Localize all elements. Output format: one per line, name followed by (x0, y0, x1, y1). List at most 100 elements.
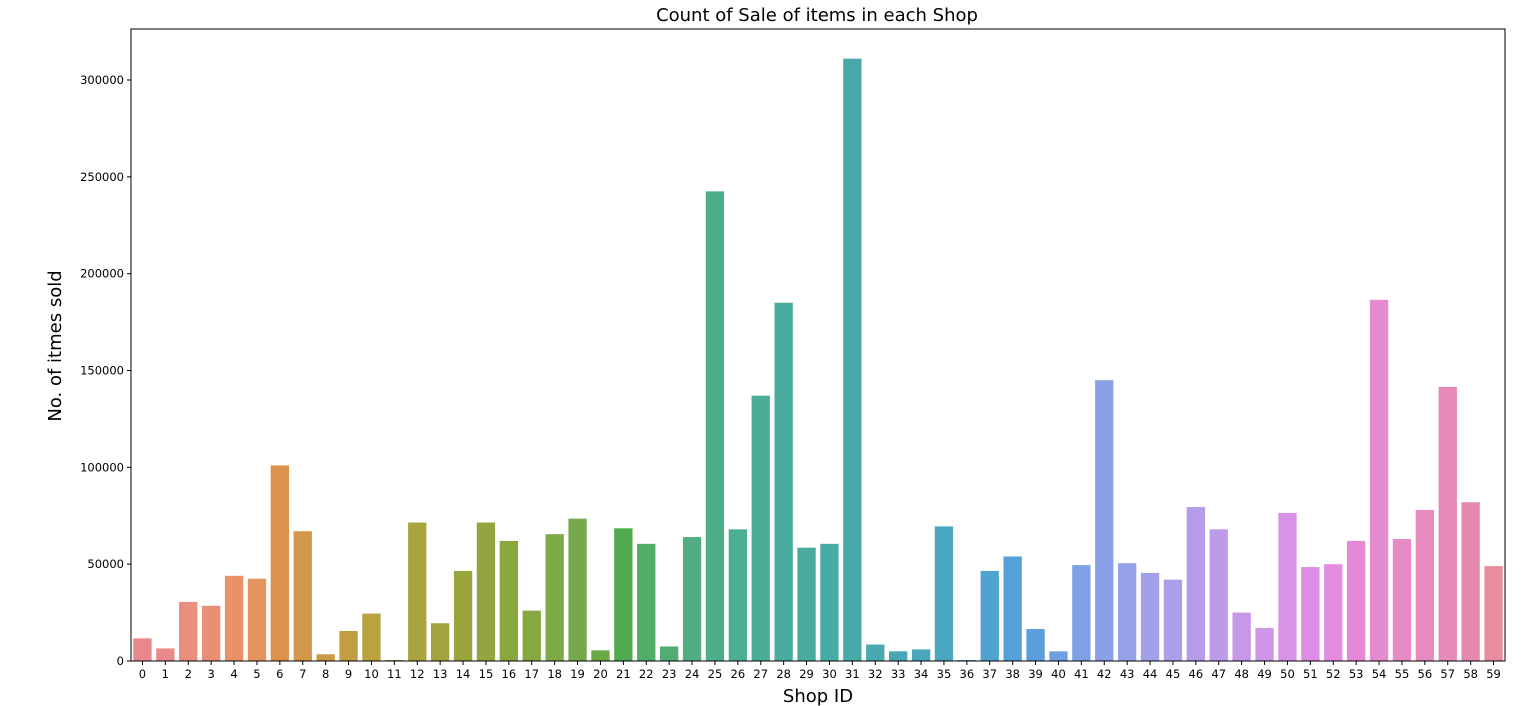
x-tick-label: 37 (982, 667, 997, 681)
x-tick-label: 54 (1372, 667, 1387, 681)
x-tick-label: 52 (1326, 667, 1341, 681)
x-tick-label: 26 (731, 667, 746, 681)
y-tick-label: 150000 (80, 364, 124, 378)
bar-shop-58 (1461, 502, 1480, 661)
x-tick-label: 38 (1005, 667, 1020, 681)
bar-shop-27 (751, 395, 770, 661)
x-tick-label: 45 (1166, 667, 1181, 681)
bar-shop-32 (866, 644, 885, 661)
y-tick-label: 100000 (80, 460, 124, 474)
x-tick-label: 39 (1028, 667, 1043, 681)
bar-shop-12 (408, 522, 427, 661)
x-tick-label: 11 (387, 667, 402, 681)
bar-shop-24 (682, 537, 702, 661)
x-axis-ticks: 0 1 2 3 4 5 6 7 8 9 10 11 12 13 14 15 16 17 18 19 20 21 22 23 24… (139, 661, 1501, 681)
x-tick-label: 35 (937, 667, 952, 681)
x-tick-label: 29 (799, 667, 814, 681)
x-tick-label: 3 (207, 667, 214, 681)
bar-shop-34 (911, 649, 931, 661)
bar-shop-6 (270, 465, 290, 661)
bar-shop-3 (201, 605, 221, 661)
bar-shop-56 (1415, 509, 1435, 661)
y-axis-label: No. of itmes sold (45, 270, 66, 421)
bar-shop-54 (1369, 299, 1389, 661)
x-tick-label: 1 (162, 667, 169, 681)
bar-shop-29 (797, 547, 816, 661)
bar-shop-57 (1438, 386, 1457, 661)
bar-shop-25 (705, 191, 725, 662)
bar-shop-48 (1232, 612, 1251, 661)
x-tick-label: 34 (914, 667, 929, 681)
x-tick-label: 10 (364, 667, 379, 681)
bar-shop-18 (545, 534, 564, 661)
bar-shop-28 (774, 302, 793, 661)
y-tick-label: 250000 (80, 170, 124, 184)
bar-shop-21 (614, 528, 633, 661)
bar-shop-26 (728, 529, 748, 661)
x-tick-label: 41 (1074, 667, 1089, 681)
bars-group (133, 58, 1503, 662)
bar-shop-45 (1163, 579, 1183, 661)
x-tick-label: 22 (639, 667, 654, 681)
x-tick-label: 24 (685, 667, 700, 681)
x-tick-label: 40 (1051, 667, 1066, 681)
x-tick-label: 5 (253, 667, 260, 681)
x-tick-label: 49 (1257, 667, 1272, 681)
bar-shop-19 (568, 518, 587, 661)
bar-shop-31 (843, 58, 862, 661)
x-tick-label: 4 (230, 667, 237, 681)
bar-shop-33 (888, 651, 908, 661)
bar-shop-51 (1301, 567, 1320, 661)
bar-shop-39 (1026, 629, 1045, 661)
y-tick-label: 50000 (87, 557, 124, 571)
x-tick-label: 56 (1418, 667, 1433, 681)
x-tick-label: 48 (1234, 667, 1249, 681)
x-tick-label: 7 (299, 667, 306, 681)
chart-title: Count of Sale of items in each Shop (656, 5, 978, 26)
x-tick-label: 8 (322, 667, 329, 681)
bar-shop-52 (1324, 564, 1343, 661)
x-tick-label: 36 (960, 667, 975, 681)
x-tick-label: 47 (1211, 667, 1226, 681)
bar-shop-50 (1278, 512, 1297, 661)
plot-frame (130, 28, 1506, 662)
x-tick-label: 2 (185, 667, 192, 681)
bar-shop-17 (522, 610, 541, 661)
x-tick-label: 58 (1463, 667, 1478, 681)
x-tick-label: 23 (662, 667, 677, 681)
bar-shop-0 (133, 638, 152, 661)
x-tick-label: 12 (410, 667, 425, 681)
bar-shop-40 (1049, 651, 1068, 661)
x-tick-label: 57 (1440, 667, 1455, 681)
x-tick-label: 25 (708, 667, 723, 681)
y-tick-label: 200000 (80, 267, 124, 281)
bar-shop-5 (247, 578, 267, 661)
x-tick-label: 18 (547, 667, 562, 681)
bar-shop-44 (1140, 572, 1160, 661)
x-tick-label: 20 (593, 667, 608, 681)
bar-shop-43 (1117, 563, 1137, 661)
x-tick-label: 17 (524, 667, 539, 681)
x-tick-label: 28 (776, 667, 791, 681)
x-tick-label: 50 (1280, 667, 1295, 681)
y-tick-label: 0 (117, 654, 124, 668)
bar-shop-22 (637, 543, 656, 661)
x-tick-label: 21 (616, 667, 631, 681)
x-tick-label: 13 (433, 667, 448, 681)
bar-shop-37 (980, 570, 999, 661)
bar-shop-9 (339, 630, 358, 661)
bar-shop-14 (453, 570, 473, 661)
x-tick-label: 16 (502, 667, 517, 681)
x-tick-label: 53 (1349, 667, 1364, 681)
x-tick-label: 59 (1486, 667, 1501, 681)
x-tick-label: 43 (1120, 667, 1135, 681)
bar-shop-49 (1255, 628, 1274, 661)
x-tick-label: 14 (456, 667, 471, 681)
bar-shop-16 (499, 540, 519, 661)
bar-shop-23 (659, 646, 679, 661)
x-axis-label: Shop ID (783, 686, 853, 706)
bar-shop-8 (316, 654, 335, 661)
bar-shop-7 (293, 531, 312, 661)
bar-shop-1 (156, 648, 175, 661)
